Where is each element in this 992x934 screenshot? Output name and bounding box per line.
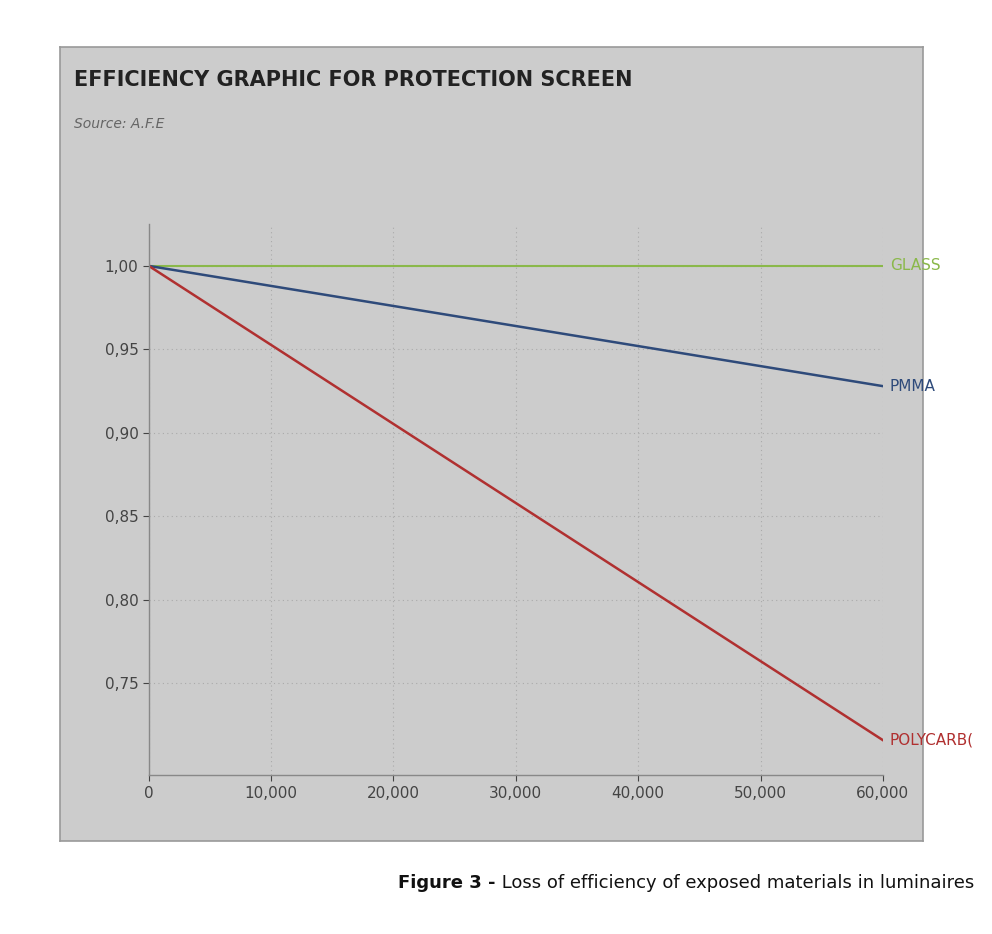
Text: Loss of efficiency of exposed materials in luminaires: Loss of efficiency of exposed materials … [496, 873, 974, 892]
Text: EFFICIENCY GRAPHIC FOR PROTECTION SCREEN: EFFICIENCY GRAPHIC FOR PROTECTION SCREEN [74, 70, 633, 90]
Text: POLYCARB(: POLYCARB( [890, 732, 974, 747]
Text: PMMA: PMMA [890, 378, 935, 393]
Text: Source: A.F.E: Source: A.F.E [74, 117, 165, 131]
Text: GLASS: GLASS [890, 259, 940, 274]
Text: Figure 3 -: Figure 3 - [399, 873, 496, 892]
